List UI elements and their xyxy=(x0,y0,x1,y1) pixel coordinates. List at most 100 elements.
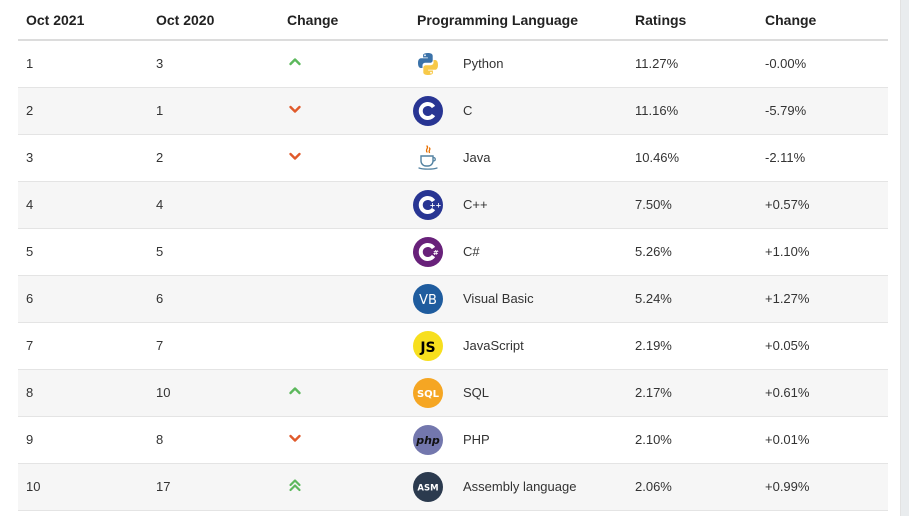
java-logo-icon xyxy=(413,143,443,173)
trend-cell xyxy=(279,40,409,88)
rank-2021: 3 xyxy=(18,134,148,182)
language-cell: ASM Assembly language xyxy=(409,463,627,511)
python-logo-icon xyxy=(413,49,443,79)
language-name[interactable]: C# xyxy=(463,244,480,259)
rating: 2.17% xyxy=(627,369,757,417)
svg-text:php: php xyxy=(415,434,440,447)
table-row: 9 8 php PHP 2.10% +0.01% xyxy=(18,416,888,464)
svg-text:SQL: SQL xyxy=(417,389,440,400)
rating-change: -2.11% xyxy=(757,134,888,182)
language-cell: JS JavaScript xyxy=(409,322,627,370)
trend-cell xyxy=(279,181,409,229)
language-name[interactable]: Java xyxy=(463,150,491,165)
header-rank-change[interactable]: Change xyxy=(279,0,409,41)
php-logo-icon: php xyxy=(413,424,443,455)
c-logo-icon xyxy=(413,95,443,126)
trend-cell xyxy=(279,275,409,323)
rating-change: +1.27% xyxy=(757,275,888,323)
table-header-row: Oct 2021 Oct 2020 Change Programming Lan… xyxy=(18,0,888,41)
svg-text:++: ++ xyxy=(430,201,442,209)
trend-cell xyxy=(279,322,409,370)
svg-text:VB: VB xyxy=(419,293,437,308)
trend-cell xyxy=(279,87,409,135)
table-row: 5 5 # C# 5.26% +1.10% xyxy=(18,228,888,276)
no-change-icon xyxy=(287,336,303,352)
trend-cell xyxy=(279,369,409,417)
table-row: 3 2 Java 10.46% -2.11% xyxy=(18,134,888,182)
rating: 11.27% xyxy=(627,40,757,88)
language-cell: C xyxy=(409,87,627,135)
rank-2021: 6 xyxy=(18,275,148,323)
rank-2020: 4 xyxy=(148,181,279,229)
language-cell: # C# xyxy=(409,228,627,276)
chevron-down-icon xyxy=(287,101,303,117)
rank-2021: 1 xyxy=(18,40,148,88)
rating: 5.24% xyxy=(627,275,757,323)
cpp-logo-icon: ++ xyxy=(413,189,443,220)
rank-2020: 5 xyxy=(148,228,279,276)
rank-2021: 8 xyxy=(18,369,148,417)
rank-2020: 8 xyxy=(148,416,279,464)
header-oct-2021[interactable]: Oct 2021 xyxy=(18,0,148,41)
chevron-up-icon xyxy=(287,54,303,70)
javascript-logo-icon: JS xyxy=(413,330,443,361)
rating-change: +0.01% xyxy=(757,416,888,464)
language-cell: Python xyxy=(409,40,627,88)
table-row: 4 4 ++ C++ 7.50% +0.57% xyxy=(18,181,888,229)
rank-2020: 1 xyxy=(148,87,279,135)
visual-basic-logo-icon: VB xyxy=(413,283,443,314)
rating-change: +0.61% xyxy=(757,369,888,417)
rating: 2.10% xyxy=(627,416,757,464)
svg-text:#: # xyxy=(433,248,439,256)
rank-2020: 10 xyxy=(148,369,279,417)
table-row: 10 17 ASM Assembly language 2.06% +0.99% xyxy=(18,463,888,511)
language-name[interactable]: C++ xyxy=(463,197,488,212)
rank-2020: 3 xyxy=(148,40,279,88)
header-ratings[interactable]: Ratings xyxy=(627,0,757,41)
rating: 11.16% xyxy=(627,87,757,135)
rating-change: +0.05% xyxy=(757,322,888,370)
table-row: 1 3 Python 11.27% -0.00% xyxy=(18,40,888,88)
rating-change: -5.79% xyxy=(757,87,888,135)
assembly-logo-icon: ASM xyxy=(413,471,443,502)
language-cell: VB Visual Basic xyxy=(409,275,627,323)
trend-cell xyxy=(279,416,409,464)
rating: 2.06% xyxy=(627,463,757,511)
table-row: 2 1 C 11.16% -5.79% xyxy=(18,87,888,135)
rating: 5.26% xyxy=(627,228,757,276)
language-name[interactable]: Python xyxy=(463,56,504,72)
language-name[interactable]: Visual Basic xyxy=(463,291,534,306)
rating-change: +0.99% xyxy=(757,463,888,511)
rank-2020: 2 xyxy=(148,134,279,182)
rank-2020: 6 xyxy=(148,275,279,323)
table-row: 6 6 VB Visual Basic 5.24% +1.27% xyxy=(18,275,888,323)
no-change-icon xyxy=(287,242,303,258)
header-rating-change[interactable]: Change xyxy=(757,0,888,41)
svg-text:ASM: ASM xyxy=(417,483,438,493)
header-oct-2020[interactable]: Oct 2020 xyxy=(148,0,279,41)
svg-text:JS: JS xyxy=(419,340,435,356)
rank-2021: 9 xyxy=(18,416,148,464)
language-cell: SQL SQL xyxy=(409,369,627,417)
language-name[interactable]: JavaScript xyxy=(463,338,524,353)
language-name[interactable]: C xyxy=(463,103,473,118)
no-change-icon xyxy=(287,195,303,211)
rank-2020: 17 xyxy=(148,463,279,511)
language-name[interactable]: Assembly language xyxy=(463,479,577,494)
language-cell: ++ C++ xyxy=(409,181,627,229)
rank-2020: 7 xyxy=(148,322,279,370)
table-row: 7 7 JS JavaScript 2.19% +0.05% xyxy=(18,322,888,370)
trend-cell xyxy=(279,228,409,276)
language-name[interactable]: PHP xyxy=(463,432,490,447)
rank-2021: 4 xyxy=(18,181,148,229)
language-name[interactable]: SQL xyxy=(463,385,490,400)
rating: 2.19% xyxy=(627,322,757,370)
trend-cell xyxy=(279,463,409,511)
header-programming-language[interactable]: Programming Language xyxy=(409,0,627,41)
no-change-icon xyxy=(287,289,303,305)
rating-change: +1.10% xyxy=(757,228,888,276)
tiobe-index-table: Oct 2021 Oct 2020 Change Programming Lan… xyxy=(18,0,888,511)
table-row: 8 10 SQL SQL 2.17% +0.61% xyxy=(18,369,888,417)
rating-change: -0.00% xyxy=(757,40,888,88)
rating-change: +0.57% xyxy=(757,181,888,229)
